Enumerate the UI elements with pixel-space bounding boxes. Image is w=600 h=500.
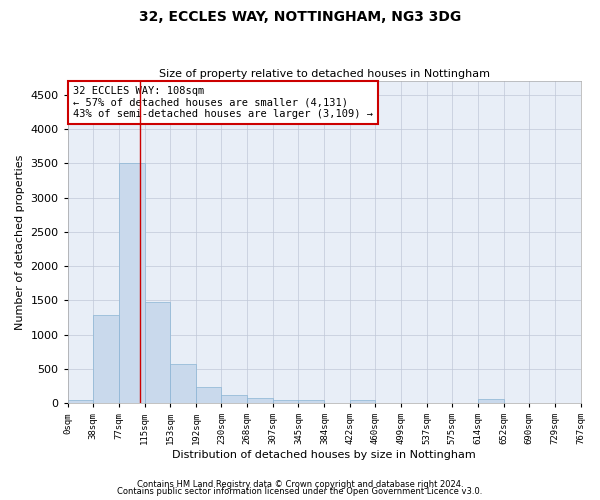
Y-axis label: Number of detached properties: Number of detached properties xyxy=(15,154,25,330)
Bar xyxy=(221,396,247,403)
Bar xyxy=(119,164,145,403)
Bar xyxy=(93,316,119,403)
Bar xyxy=(145,302,170,403)
Bar xyxy=(170,364,196,403)
Text: 32 ECCLES WAY: 108sqm
← 57% of detached houses are smaller (4,131)
43% of semi-d: 32 ECCLES WAY: 108sqm ← 57% of detached … xyxy=(73,86,373,119)
Text: Contains public sector information licensed under the Open Government Licence v3: Contains public sector information licen… xyxy=(118,487,482,496)
Title: Size of property relative to detached houses in Nottingham: Size of property relative to detached ho… xyxy=(158,69,490,79)
X-axis label: Distribution of detached houses by size in Nottingham: Distribution of detached houses by size … xyxy=(172,450,476,460)
Bar xyxy=(68,400,93,403)
Text: 32, ECCLES WAY, NOTTINGHAM, NG3 3DG: 32, ECCLES WAY, NOTTINGHAM, NG3 3DG xyxy=(139,10,461,24)
Bar xyxy=(247,398,273,403)
Bar xyxy=(273,400,298,403)
Bar xyxy=(298,400,325,403)
Text: Contains HM Land Registry data © Crown copyright and database right 2024.: Contains HM Land Registry data © Crown c… xyxy=(137,480,463,489)
Bar xyxy=(478,399,503,403)
Bar xyxy=(196,386,221,403)
Bar xyxy=(350,400,375,403)
